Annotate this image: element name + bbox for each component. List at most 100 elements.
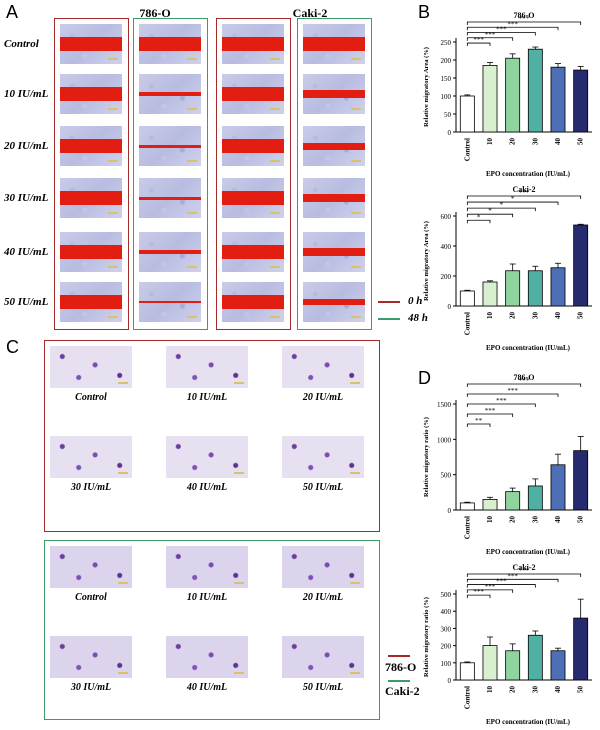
y-axis-label: Relative migratory Area (%) xyxy=(423,221,430,301)
significance-label: *** xyxy=(519,15,530,23)
scale-bar xyxy=(234,582,244,584)
wound-gap xyxy=(139,144,201,148)
significance-label: *** xyxy=(507,20,518,28)
legend-label-786-o: 786-O xyxy=(385,660,417,674)
x-tick-label: Control xyxy=(463,312,471,335)
scale-bar xyxy=(350,382,360,384)
legend-label-caki-2: Caki-2 xyxy=(385,684,420,698)
transwell-label: 40 IU/mL xyxy=(186,682,228,693)
scale-bar xyxy=(270,266,280,268)
row-label: 30 IU/mL xyxy=(4,192,49,204)
panel-letter-d: D xyxy=(418,368,431,388)
bar xyxy=(459,95,475,133)
wound-image xyxy=(139,282,201,322)
y-tick-label: 150 xyxy=(441,75,452,83)
wound-gap xyxy=(222,295,284,309)
x-tick-label: 20 xyxy=(509,312,517,320)
y-tick-label: 200 xyxy=(441,273,452,281)
transwell-label: 10 IU/mL xyxy=(186,392,228,403)
x-tick-label: 40 xyxy=(554,686,562,694)
significance-label: * xyxy=(500,201,504,209)
row-label: 10 IU/mL xyxy=(4,88,49,100)
transwell-label: 30 IU/mL xyxy=(70,482,112,493)
wound-gap xyxy=(303,90,365,98)
wound-image xyxy=(222,126,284,166)
scale-bar xyxy=(234,382,244,384)
y-axis-label: Relative migratory ratio (%) xyxy=(423,597,430,677)
legend-label-0h: 0 h xyxy=(408,295,423,307)
x-axis-label: EPO concentration (IU/mL) xyxy=(486,170,571,178)
significance-label: * xyxy=(488,207,492,215)
transwell-label: 40 IU/mL xyxy=(186,482,228,493)
y-tick-label: 1000 xyxy=(437,436,452,444)
transwell-image xyxy=(166,636,248,678)
chart-title: 786-O xyxy=(514,11,535,20)
bar xyxy=(550,267,566,307)
scale-bar xyxy=(351,58,361,60)
wound-gap xyxy=(139,301,201,303)
scale-bar xyxy=(351,266,361,268)
wound-image xyxy=(303,178,365,218)
x-tick-label: 10 xyxy=(486,516,494,524)
wound-gap xyxy=(60,245,122,259)
transwell-label: 20 IU/mL xyxy=(302,392,344,403)
row-label: Control xyxy=(4,38,39,50)
x-tick-label: 10 xyxy=(486,138,494,146)
scale-bar xyxy=(270,212,280,214)
scale-bar xyxy=(350,472,360,474)
panel-letter-a: A xyxy=(6,2,19,22)
wound-gap xyxy=(139,37,201,51)
y-tick-label: 250 xyxy=(441,39,452,47)
y-axis-label: Relative migratory Area (%) xyxy=(423,47,430,127)
wound-image xyxy=(303,282,365,322)
transwell-image xyxy=(282,346,364,388)
transwell-label: 50 IU/mL xyxy=(302,482,344,493)
scale-bar xyxy=(187,58,197,60)
transwell-label: Control xyxy=(75,392,107,403)
bar xyxy=(573,224,589,307)
significance-bracket xyxy=(466,573,582,577)
y-tick-label: 200 xyxy=(441,57,452,65)
x-tick-label: 10 xyxy=(486,686,494,694)
transwell-image xyxy=(50,346,132,388)
wound-gap xyxy=(139,196,201,200)
x-tick-label: 50 xyxy=(577,312,585,320)
x-tick-label: 30 xyxy=(531,312,539,320)
significance-label: *** xyxy=(473,588,484,596)
y-tick-label: 300 xyxy=(441,625,452,633)
significance-label: *** xyxy=(496,397,507,405)
y-tick-label: 0 xyxy=(448,677,452,685)
x-tick-label: Control xyxy=(463,686,471,709)
scale-bar xyxy=(187,212,197,214)
frame-transwell-caki-2 xyxy=(44,540,380,720)
row-label: 20 IU/mL xyxy=(4,140,49,152)
significance-label: *** xyxy=(519,567,530,575)
scale-bar xyxy=(234,472,244,474)
x-axis-label: EPO concentration (IU/mL) xyxy=(486,718,571,726)
significance-label: *** xyxy=(507,572,518,580)
significance-label: *** xyxy=(496,26,507,34)
significance-bracket xyxy=(466,37,514,41)
bar xyxy=(527,270,543,307)
x-tick-label: 20 xyxy=(509,138,517,146)
wound-image xyxy=(139,74,201,114)
scale-bar xyxy=(108,212,118,214)
wound-gap xyxy=(60,139,122,153)
transwell-image xyxy=(282,636,364,678)
significance-bracket xyxy=(466,383,582,387)
wound-image xyxy=(139,178,201,218)
significance-bracket xyxy=(466,423,491,427)
transwell-label: Control xyxy=(75,592,107,603)
transwell-label: 20 IU/mL xyxy=(302,592,344,603)
scale-bar xyxy=(270,316,280,318)
x-tick-label: 50 xyxy=(577,516,585,524)
wound-image xyxy=(222,74,284,114)
x-tick-label: 30 xyxy=(531,138,539,146)
bar xyxy=(459,290,475,307)
wound-image xyxy=(139,232,201,272)
wound-gap xyxy=(303,299,365,305)
bar xyxy=(482,65,498,133)
wound-gap xyxy=(222,191,284,205)
x-tick-label: 10 xyxy=(486,312,494,320)
transwell-label: 10 IU/mL xyxy=(186,592,228,603)
